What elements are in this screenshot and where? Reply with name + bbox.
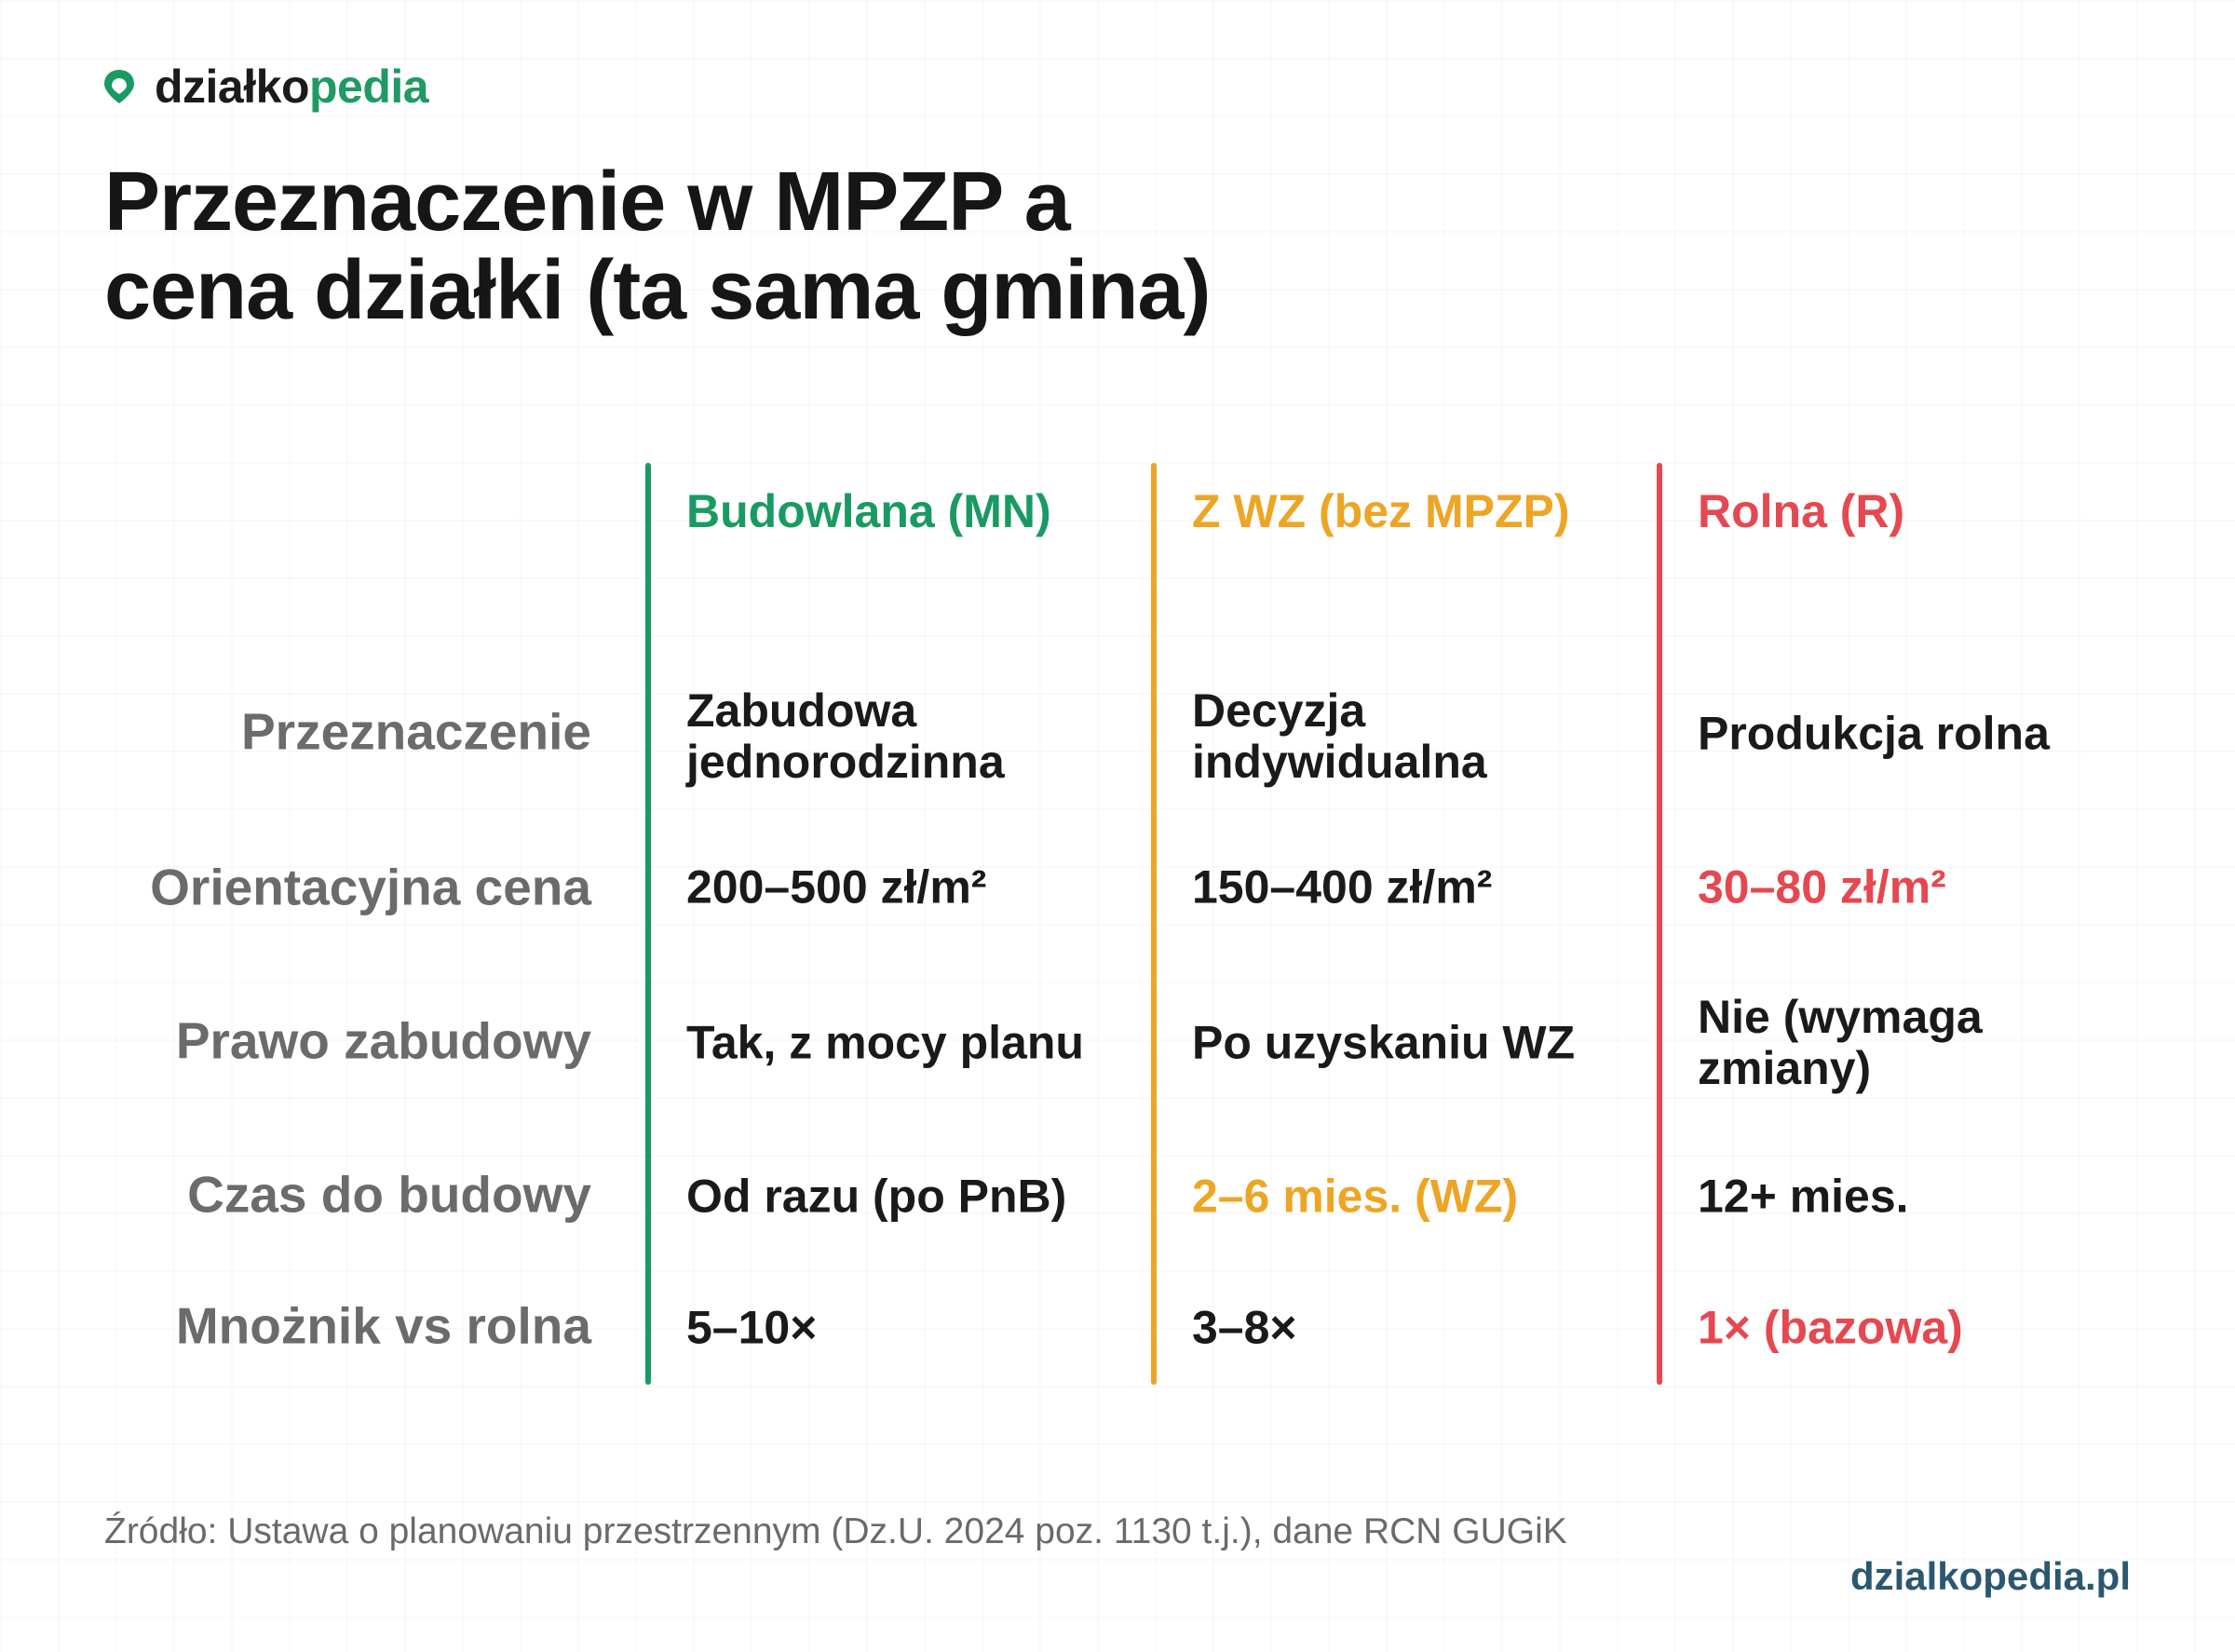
column-header-rolna: Rolna (R)	[1698, 485, 1905, 537]
page-title: Przeznaczenie w MPZP a cena działki (ta …	[104, 158, 1501, 334]
column-divider-wz	[1151, 463, 1157, 1385]
table-cell: Od razu (po PnB)	[686, 1170, 1067, 1223]
row-label-czas-do-budowy: Czas do budowy	[187, 1165, 591, 1224]
table-cell: 12+ mies.	[1698, 1170, 1909, 1223]
row-label-prawo-zabudowy: Prawo zabudowy	[175, 1011, 591, 1070]
brand-name-green: pedia	[308, 61, 429, 113]
table-cell: 5–10×	[686, 1301, 818, 1354]
table-cell: Tak, z mocy planu	[686, 1016, 1084, 1069]
column-divider-budowlana	[645, 463, 651, 1385]
brand-name-dark: działko	[155, 61, 309, 113]
table-cell: Po uzyskaniu WZ	[1192, 1016, 1576, 1069]
table-cell: 3–8×	[1192, 1301, 1297, 1354]
source-note: Źródło: Ustawa o planowaniu przestrzenny…	[104, 1511, 1567, 1551]
brand-wordmark: działkopedia	[155, 60, 429, 114]
brand-logo: działkopedia	[102, 60, 429, 114]
row-label-cena: Orientacyjna cena	[150, 858, 591, 916]
site-url: dzialkopedia.pl	[1849, 1554, 2131, 1598]
column-header-budowlana: Budowlana (MN)	[686, 485, 1051, 537]
row-label-przeznaczenie: Przeznaczenie	[240, 702, 591, 761]
table-cell: Produkcja rolna	[1698, 707, 2050, 760]
map-pin-icon	[104, 70, 134, 103]
column-header-wz: Z WZ (bez MPZP)	[1192, 485, 1570, 537]
table-cell: Nie (wymaga zmiany)	[1698, 991, 1983, 1094]
title-line-1: Przeznaczenie w MPZP a	[104, 156, 1071, 249]
table-cell: 1× (bazowa)	[1698, 1301, 1963, 1354]
table-cell: Zabudowa jednorodzinna	[686, 684, 1005, 788]
table-cell: 30–80 zł/m²	[1698, 860, 1946, 914]
table-cell: Decyzja indywidualna	[1192, 684, 1487, 788]
title-line-2: cena działki (ta sama gmina)	[104, 243, 1211, 337]
table-cell: 2–6 mies. (WZ)	[1192, 1170, 1519, 1223]
column-divider-rolna	[1657, 463, 1662, 1385]
row-label-mnoznik: Mnożnik vs rolna	[175, 1296, 591, 1355]
table-cell: 200–500 zł/m²	[686, 860, 987, 914]
table-cell: 150–400 zł/m²	[1192, 860, 1493, 914]
